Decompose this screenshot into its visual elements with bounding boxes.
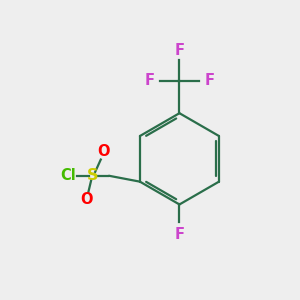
Text: Cl: Cl [60,168,76,183]
Text: O: O [80,192,92,207]
Text: S: S [87,168,99,183]
Text: F: F [144,73,154,88]
Text: O: O [98,144,110,159]
Text: F: F [205,73,214,88]
Text: F: F [174,227,184,242]
Text: F: F [174,43,184,58]
